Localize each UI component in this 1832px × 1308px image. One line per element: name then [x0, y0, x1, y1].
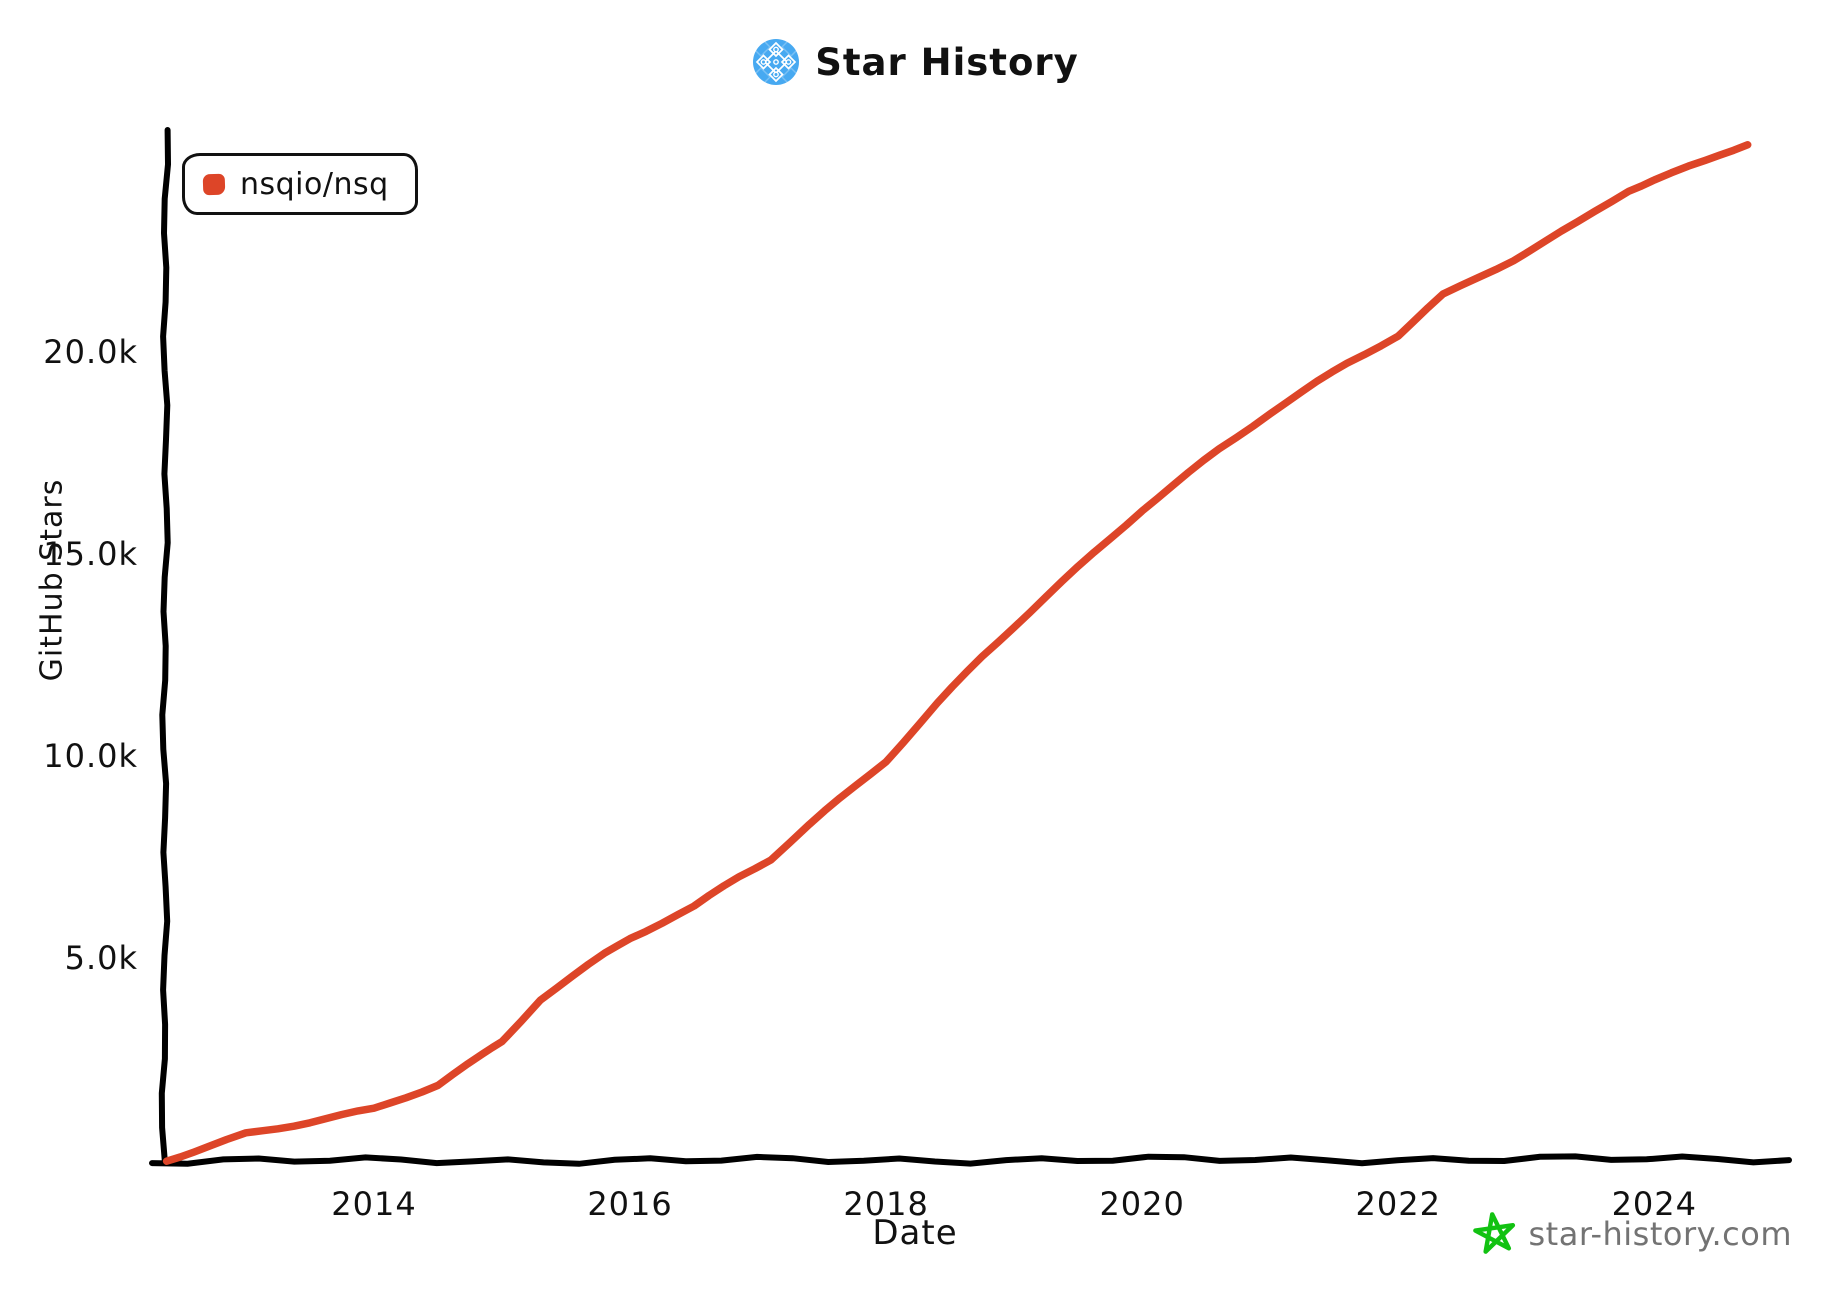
y-tick-label-10.0k: 10.0k: [43, 736, 138, 775]
legend-item-nsqio-nsq[interactable]: nsqio/nsq: [202, 166, 389, 202]
legend-series-marker: [202, 173, 226, 195]
watermark-text: star-history.com: [1528, 1215, 1792, 1253]
series-line-nsqio-nsq[interactable]: [162, 141, 1752, 1165]
y-axis-line: [158, 127, 172, 1165]
x-tick-label-2014: 2014: [331, 1185, 417, 1223]
x-axis-line: [149, 1153, 1792, 1167]
legend-box: nsqio/nsq: [182, 153, 418, 215]
watermark-link[interactable]: star-history.com: [1472, 1208, 1793, 1260]
header: Star History: [0, 34, 1832, 90]
x-tick-label-2016: 2016: [587, 1185, 673, 1223]
x-axis-title: Date: [872, 1213, 958, 1253]
star-history-logo-icon: [753, 39, 800, 85]
x-tick-label-2024: 2024: [1611, 1185, 1697, 1223]
x-tick-label-2018: 2018: [843, 1185, 929, 1223]
y-tick-label-15.0k: 15.0k: [43, 534, 138, 573]
y-axis-title: GitHub Stars: [34, 478, 70, 682]
green-star-icon: [1472, 1212, 1515, 1254]
y-tick-label-5.0k: 5.0k: [64, 938, 138, 977]
x-tick-label-2022: 2022: [1355, 1185, 1441, 1223]
page-title: Star History: [815, 40, 1079, 84]
x-tick-label-2020: 2020: [1099, 1185, 1185, 1223]
legend-series-label: nsqio/nsq: [240, 166, 389, 202]
y-tick-label-20.0k: 20.0k: [43, 332, 138, 371]
